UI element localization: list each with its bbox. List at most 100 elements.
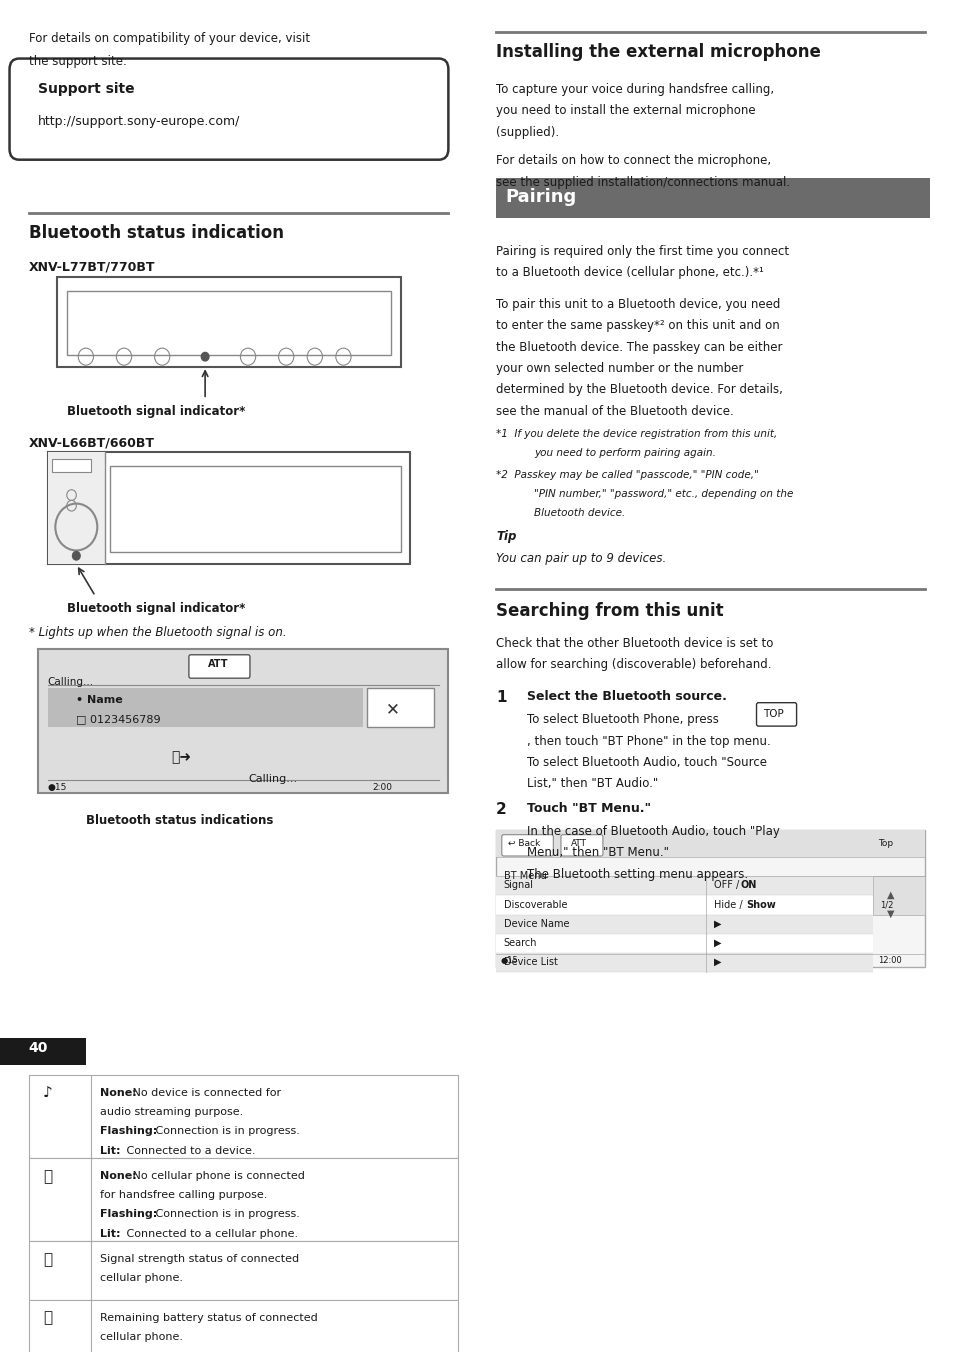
Text: List," then "BT Audio.": List," then "BT Audio." [526,777,658,790]
Bar [38,649,448,794]
Text: None:: None: [100,1171,137,1182]
Text: Connected to a device.: Connected to a device. [123,1145,255,1156]
Text: 2: 2 [496,802,506,817]
Text: to a Bluetooth device (cellular phone, etc.).*¹: to a Bluetooth device (cellular phone, e… [496,266,763,279]
FancyBboxPatch shape [10,58,448,160]
Text: Support site: Support site [38,82,134,96]
Text: Bluetooth signal indicator*: Bluetooth signal indicator* [67,404,245,418]
Text: *1  If you delete the device registration from this unit,: *1 If you delete the device registration… [496,429,777,439]
Text: ATT: ATT [570,840,586,848]
Text: 📱➜: 📱➜ [172,750,192,765]
Text: Connection is in progress.: Connection is in progress. [152,1126,299,1137]
Text: ▼: ▼ [886,910,894,919]
Text: Connection is in progress.: Connection is in progress. [152,1210,299,1220]
Text: http://support.sony-europe.com/: http://support.sony-europe.com/ [38,115,240,128]
Text: Flashing:: Flashing: [100,1126,157,1137]
Text: ↩ Back: ↩ Back [507,840,539,848]
Text: ●15: ●15 [48,783,67,791]
Text: Search: Search [503,938,537,948]
Bar [29,1241,457,1301]
Text: Touch "BT Menu.": Touch "BT Menu." [526,802,650,815]
Bar [496,876,872,895]
Bar [48,688,362,727]
Bar [52,458,91,472]
Text: To select Bluetooth Phone, press: To select Bluetooth Phone, press [526,714,718,726]
Text: In the case of Bluetooth Audio, touch "Play: In the case of Bluetooth Audio, touch "P… [526,825,779,838]
Text: XNV-L66BT/660BT: XNV-L66BT/660BT [29,437,154,449]
Text: To pair this unit to a Bluetooth device, you need: To pair this unit to a Bluetooth device,… [496,297,780,311]
Bar [367,688,434,727]
Text: your own selected number or the number: your own selected number or the number [496,362,742,375]
Text: ▶: ▶ [713,919,720,929]
Bar [48,453,105,564]
Text: 1/2: 1/2 [880,900,893,910]
Bar [496,178,929,218]
Text: Bluetooth signal indicator*: Bluetooth signal indicator* [67,602,245,615]
Text: see the manual of the Bluetooth device.: see the manual of the Bluetooth device. [496,404,733,418]
Text: ✕: ✕ [386,700,400,718]
Text: 🔋: 🔋 [43,1310,52,1325]
Text: Show: Show [745,899,775,910]
Text: ●15: ●15 [500,956,518,965]
Text: 📞: 📞 [43,1169,52,1184]
Text: Tip: Tip [496,530,516,544]
Circle shape [72,552,80,560]
Text: To select Bluetooth Audio, touch "Source: To select Bluetooth Audio, touch "Source [526,756,766,769]
Text: ♪: ♪ [43,1086,52,1101]
Text: determined by the Bluetooth device. For details,: determined by the Bluetooth device. For … [496,383,782,396]
Text: • Name: • Name [76,695,123,706]
Text: Installing the external microphone: Installing the external microphone [496,42,821,61]
Text: Signal strength status of connected: Signal strength status of connected [100,1255,299,1264]
Text: you need to install the external microphone: you need to install the external microph… [496,104,755,118]
Text: Lit:: Lit: [100,1145,120,1156]
Text: *2  Passkey may be called "passcode," "PIN code,": *2 Passkey may be called "passcode," "PI… [496,469,758,480]
FancyBboxPatch shape [756,703,796,726]
Text: 12:00: 12:00 [877,956,901,965]
Text: Flashing:: Flashing: [100,1210,157,1220]
Text: OFF /: OFF / [713,880,741,891]
Text: To capture your voice during handsfree calling,: To capture your voice during handsfree c… [496,82,774,96]
Bar [29,1301,457,1352]
Text: Signal: Signal [503,880,533,891]
Bar [110,466,400,552]
Text: Top: Top [877,840,892,848]
Text: Bluetooth status indication: Bluetooth status indication [29,223,283,242]
Text: You can pair up to 9 devices.: You can pair up to 9 devices. [496,552,665,565]
Text: Connected to a cellular phone.: Connected to a cellular phone. [123,1229,298,1238]
Bar [67,291,391,354]
Text: Searching from this unit: Searching from this unit [496,602,723,619]
FancyBboxPatch shape [560,834,602,856]
Text: the Bluetooth device. The passkey can be either: the Bluetooth device. The passkey can be… [496,341,781,354]
Text: audio streaming purpose.: audio streaming purpose. [100,1107,243,1117]
Text: XNV-L77BT/770BT: XNV-L77BT/770BT [29,261,155,274]
Text: No cellular phone is connected: No cellular phone is connected [129,1171,304,1182]
Text: The Bluetooth setting menu appears.: The Bluetooth setting menu appears. [526,868,747,880]
Bar [496,934,872,953]
Text: see the supplied installation/connections manual.: see the supplied installation/connection… [496,176,789,189]
Bar [57,277,400,368]
Text: Bluetooth status indications: Bluetooth status indications [86,814,273,827]
Text: allow for searching (discoverable) beforehand.: allow for searching (discoverable) befor… [496,658,771,671]
Text: * Lights up when the Bluetooth signal is on.: * Lights up when the Bluetooth signal is… [29,626,286,639]
Bar [496,914,872,934]
Text: Select the Bluetooth source.: Select the Bluetooth source. [526,690,726,703]
Text: 1: 1 [496,690,506,704]
Text: ▲: ▲ [886,890,894,900]
Text: Lit:: Lit: [100,1229,120,1238]
Bar [48,453,410,564]
Text: Device List: Device List [503,957,557,967]
Text: Hide /: Hide / [713,899,744,910]
Text: None:: None: [100,1088,137,1098]
Text: , then touch "BT Phone" in the top menu.: , then touch "BT Phone" in the top menu. [526,734,770,748]
Text: for handsfree calling purpose.: for handsfree calling purpose. [100,1190,267,1201]
Text: Menu," then "BT Menu.": Menu," then "BT Menu." [526,846,668,860]
Bar [872,876,924,914]
Text: cellular phone.: cellular phone. [100,1274,183,1283]
Bar [29,1075,457,1159]
Bar [496,830,924,857]
Text: □ 0123456789: □ 0123456789 [76,714,161,725]
Bar [0,1038,86,1064]
FancyBboxPatch shape [189,654,250,679]
Text: ▶: ▶ [713,938,720,948]
Text: Calling...: Calling... [248,773,296,784]
